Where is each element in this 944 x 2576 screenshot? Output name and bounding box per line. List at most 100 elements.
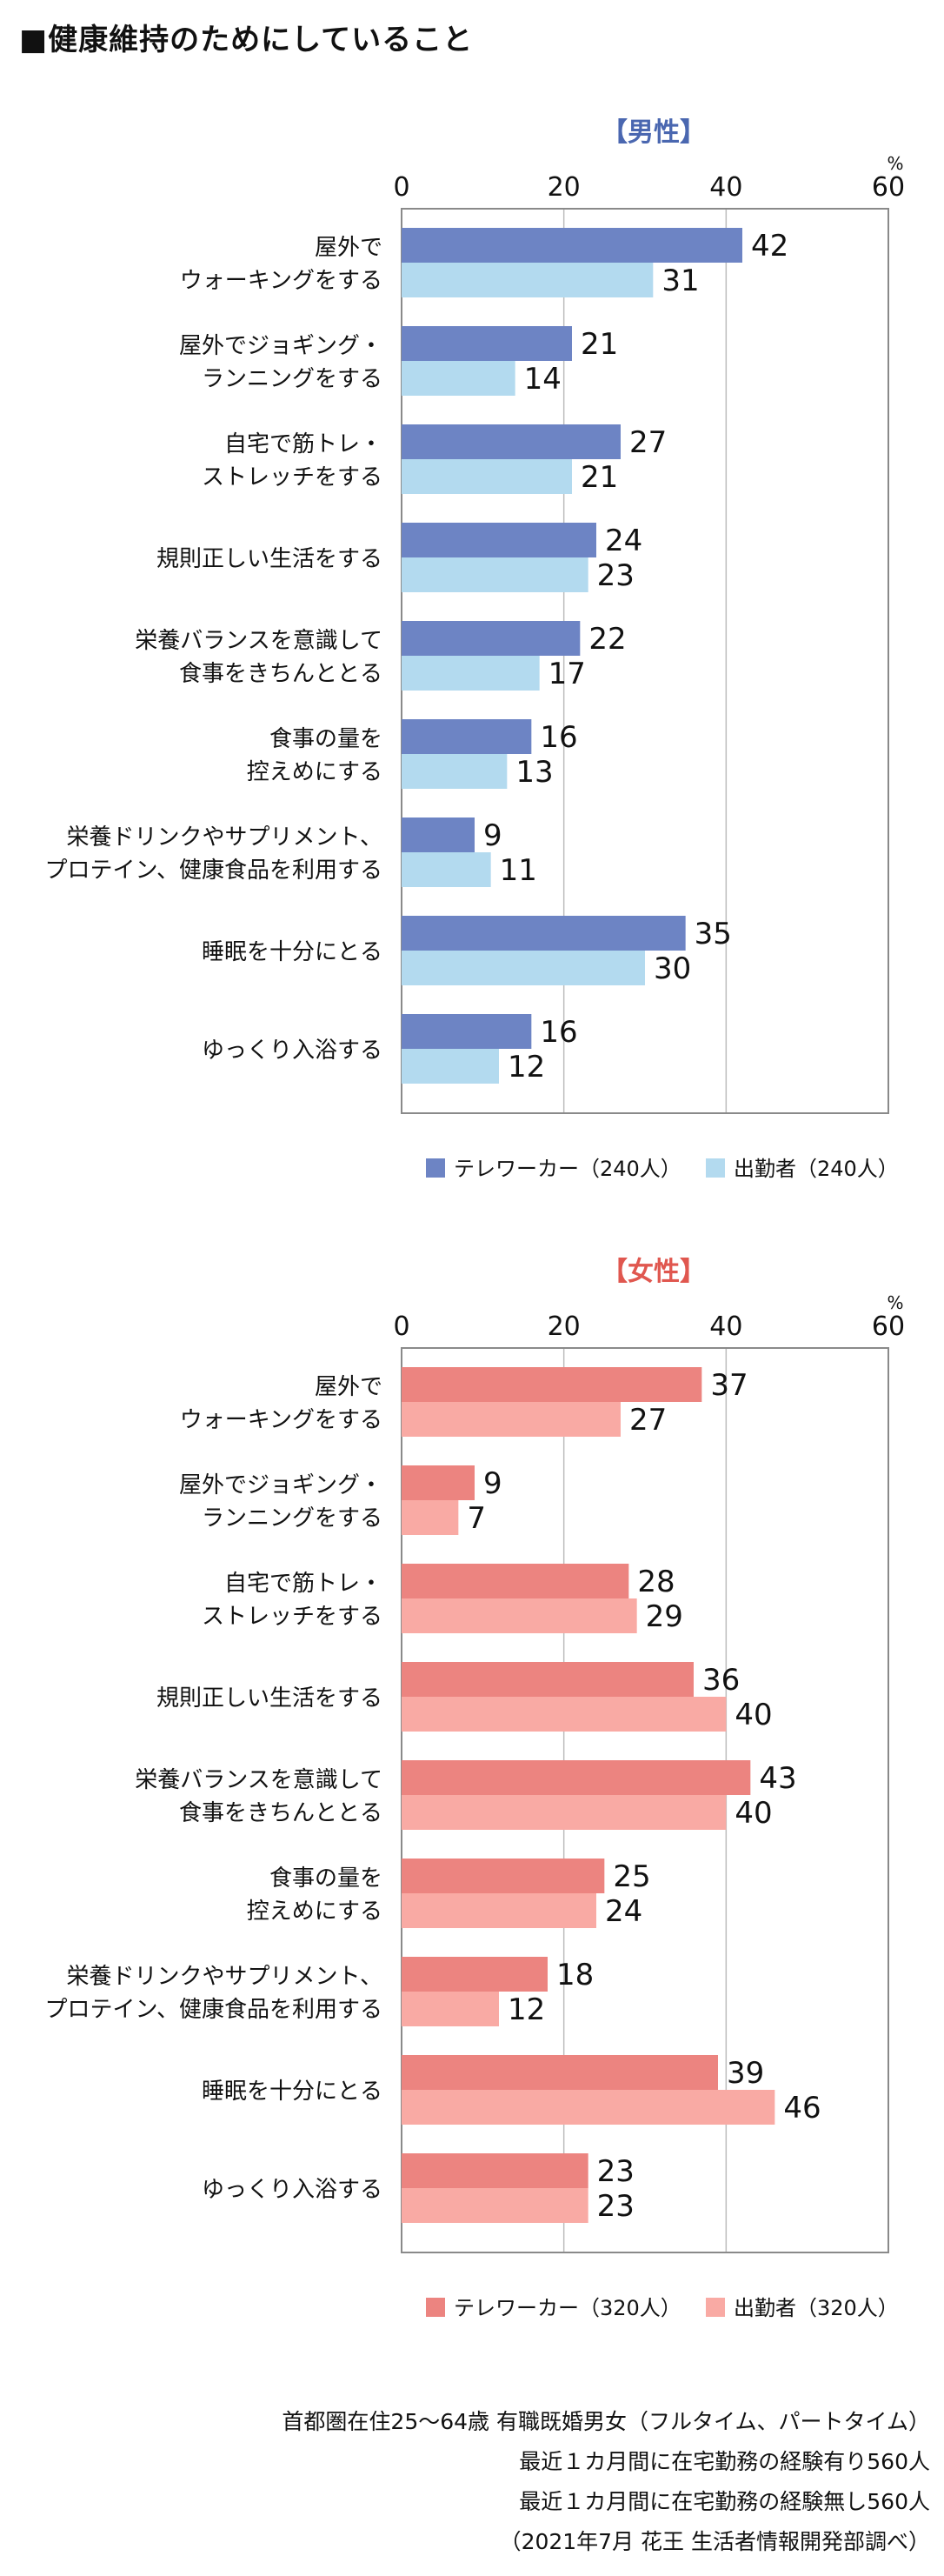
data-label: 40 <box>735 1796 772 1831</box>
bar-commuter <box>402 951 645 985</box>
page-title: ■健康維持のためにしていること <box>19 23 474 57</box>
bar-commuter <box>402 361 515 396</box>
bar-teleworker <box>402 523 596 557</box>
data-label: 9 <box>483 818 502 853</box>
bar-commuter <box>402 1992 499 2026</box>
bar-commuter <box>402 1500 459 1535</box>
bar-teleworker <box>402 1014 532 1049</box>
bar-teleworker <box>402 818 475 852</box>
bar-commuter <box>402 2188 588 2223</box>
category-label: ランニングをする <box>202 366 382 392</box>
data-label: 40 <box>735 1698 772 1732</box>
bar-commuter <box>402 754 508 789</box>
bar-commuter <box>402 1402 621 1437</box>
bar-teleworker <box>402 424 621 459</box>
data-label: 23 <box>597 2189 635 2224</box>
data-label: 29 <box>646 1599 683 1634</box>
category-label: 控えめにする <box>247 1899 382 1925</box>
bar-teleworker <box>402 2153 588 2188</box>
footer-note: 最近１カ月間に在宅勤務の経験有り560人 <box>519 2449 930 2474</box>
data-label: 43 <box>759 1761 796 1796</box>
data-label: 37 <box>710 1368 748 1403</box>
data-label: 46 <box>783 2091 821 2126</box>
legend-label: テレワーカー（240人） <box>454 1157 681 1181</box>
data-label: 7 <box>467 1501 486 1536</box>
data-label: 28 <box>637 1565 675 1599</box>
footer-note: 最近１カ月間に在宅勤務の経験無し560人 <box>519 2489 930 2514</box>
category-label: 屋外でジョギング・ <box>179 333 382 359</box>
x-tick-label: 0 <box>393 172 409 203</box>
data-label: 13 <box>515 755 553 790</box>
bar-commuter <box>402 656 540 691</box>
data-label: 17 <box>548 657 586 691</box>
data-label: 31 <box>661 264 699 298</box>
category-label: 自宅で筋トレ・ <box>224 1571 382 1597</box>
bar-teleworker <box>402 719 532 754</box>
legend-label: 出勤者（240人） <box>734 1157 899 1181</box>
category-label: 自宅で筋トレ・ <box>224 431 382 457</box>
data-label: 42 <box>751 229 788 264</box>
category-label: プロテイン、健康食品を利用する <box>45 858 382 884</box>
category-label: ウォーキングをする <box>180 1407 382 1433</box>
legend-label: 出勤者（320人） <box>734 2296 899 2320</box>
data-label: 16 <box>540 1015 577 1050</box>
bar-commuter <box>402 557 588 592</box>
data-label: 23 <box>597 2154 635 2189</box>
legend-swatch <box>426 2298 445 2317</box>
bar-teleworker <box>402 228 742 263</box>
x-tick-label: 60 <box>872 1311 905 1342</box>
category-label: ゆっくり入浴する <box>202 1038 382 1064</box>
category-label: 食事をきちんととる <box>179 1800 382 1826</box>
category-label: ウォーキングをする <box>180 268 382 294</box>
category-label: 栄養バランスを意識して <box>135 628 382 654</box>
data-label: 11 <box>500 853 537 888</box>
data-label: 36 <box>702 1663 740 1698</box>
data-label: 18 <box>556 1958 594 1992</box>
data-label: 22 <box>588 622 626 657</box>
data-label: 24 <box>605 524 642 558</box>
legend-swatch <box>706 1158 725 1178</box>
data-label: 24 <box>605 1894 642 1929</box>
legend-swatch <box>426 1158 445 1178</box>
category-label: 屋外でジョギング・ <box>179 1472 382 1498</box>
data-label: 35 <box>695 917 732 951</box>
chart-title: 【女性】 <box>602 1257 706 1287</box>
bar-commuter <box>402 263 654 297</box>
bar-teleworker <box>402 916 686 951</box>
bar-teleworker <box>402 621 581 656</box>
x-tick-label: 20 <box>548 172 581 203</box>
bar-commuter <box>402 1049 499 1084</box>
legend-swatch <box>706 2298 725 2317</box>
bar-teleworker <box>402 1367 702 1402</box>
category-label: 屋外で <box>315 1374 382 1400</box>
category-label: ランニングをする <box>202 1505 382 1532</box>
category-label: 屋外で <box>315 235 382 261</box>
bar-teleworker <box>402 1859 605 1893</box>
category-label: 規則正しい生活をする <box>156 1685 382 1712</box>
data-label: 27 <box>629 1403 667 1438</box>
data-label: 12 <box>508 1992 545 2027</box>
bar-teleworker <box>402 1957 548 1992</box>
data-label: 12 <box>508 1050 545 1084</box>
category-label: 食事の量を <box>269 1865 382 1892</box>
x-tick-label: 20 <box>548 1311 581 1342</box>
footer-note: 首都圏在住25～64歳 有職既婚男女（フルタイム、パートタイム） <box>282 2409 930 2434</box>
bar-teleworker <box>402 1465 475 1500</box>
bar-commuter <box>402 1598 637 1633</box>
category-label: 栄養ドリンクやサプリメント、 <box>67 824 382 851</box>
data-label: 25 <box>613 1859 650 1894</box>
category-label: 睡眠を十分にとる <box>202 939 382 965</box>
category-label: ストレッチをする <box>202 464 382 491</box>
category-label: 食事をきちんととる <box>179 661 382 687</box>
data-label: 27 <box>629 425 667 460</box>
category-label: 規則正しい生活をする <box>156 546 382 572</box>
x-tick-label: 40 <box>709 172 742 203</box>
x-tick-label: 40 <box>709 1311 742 1342</box>
x-tick-label: 0 <box>393 1311 409 1342</box>
data-label: 16 <box>540 720 577 755</box>
footer-note: （2021年7月 花王 生活者情報開発部調べ） <box>499 2529 930 2554</box>
category-label: 睡眠を十分にとる <box>202 2079 382 2105</box>
category-label: ゆっくり入浴する <box>202 2177 382 2203</box>
bar-teleworker <box>402 326 572 361</box>
